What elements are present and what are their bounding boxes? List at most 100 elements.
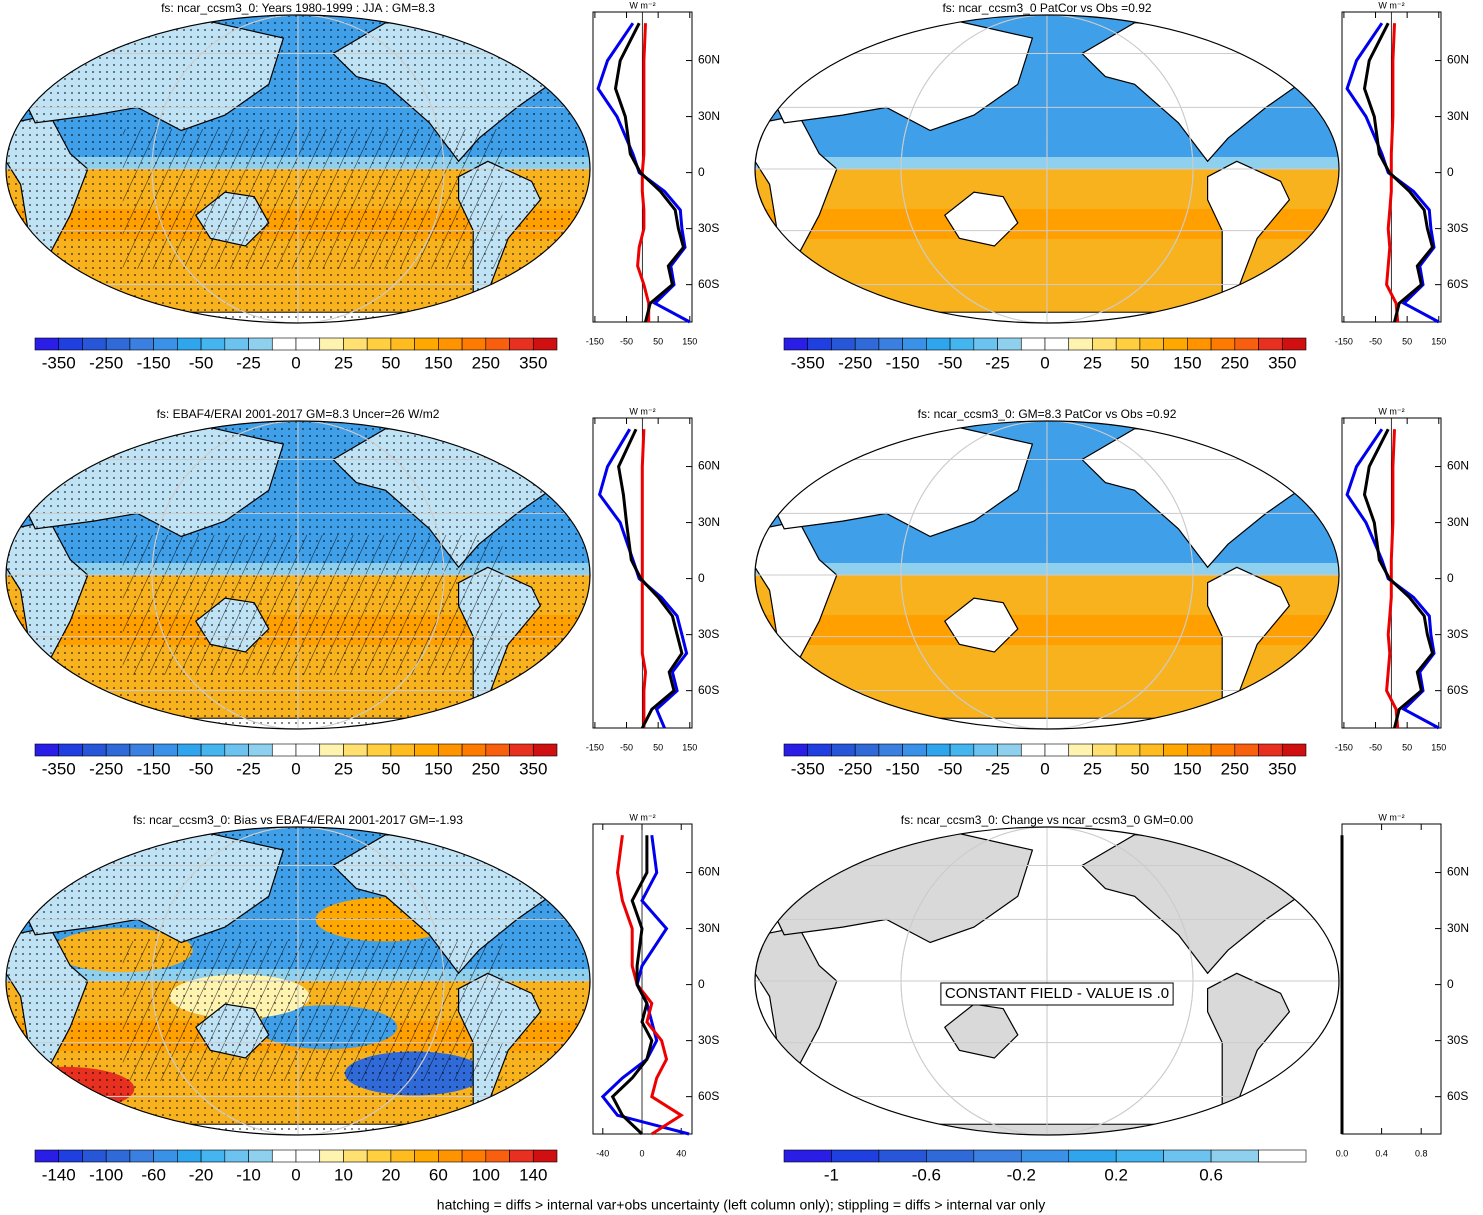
- colorbar-box: [783, 337, 809, 351]
- map-outline: [5, 826, 591, 1136]
- colorbar-box: [485, 337, 510, 351]
- y-tick-label: 30N: [1447, 921, 1469, 935]
- colorbar-label: 25: [334, 759, 353, 778]
- colorbar-box: [414, 337, 439, 351]
- x-tick-label: 0.8: [1415, 1148, 1428, 1158]
- x-tick-label: -150: [1335, 336, 1353, 346]
- colorbar-box: [926, 743, 951, 757]
- colorbar-box: [878, 743, 903, 757]
- colorbar-box: [854, 337, 880, 351]
- colorbar-box: [1068, 337, 1093, 351]
- colorbar-box: [224, 337, 249, 351]
- x-tick-label: 150: [682, 742, 697, 752]
- x-tick-label: 50: [1402, 336, 1412, 346]
- colorbar-label: -25: [236, 353, 261, 372]
- x-tick-label: 150: [682, 336, 697, 346]
- colorbar-label: 0: [291, 353, 300, 372]
- unit-label: W m⁻²: [629, 812, 655, 822]
- colorbar-box: [854, 743, 880, 757]
- colorbar-box: [1163, 1149, 1212, 1163]
- zonal-line: [636, 23, 651, 322]
- panel: fs: ncar_ccsm3_0: GM=8.3 PatCor vs Obs =…: [754, 406, 1469, 778]
- colorbar-label: 100: [472, 1165, 500, 1184]
- colorbar-label: 150: [1173, 759, 1201, 778]
- footer-note: hatching = diffs > internal var+obs unce…: [437, 1197, 1045, 1213]
- colorbar-label: -100: [89, 1165, 123, 1184]
- colorbar-box: [248, 743, 273, 757]
- colorbar-label: -350: [42, 759, 76, 778]
- colorbar-box: [271, 337, 297, 351]
- panel: fs: ncar_ccsm3_0: Change vs ncar_ccsm3_0…: [754, 812, 1469, 1184]
- zonal-line: [617, 428, 684, 729]
- colorbar-label: 20: [381, 1165, 400, 1184]
- colorbar-box: [82, 1149, 107, 1163]
- panel-title: fs: ncar_ccsm3_0: Bias vs EBAF4/ERAI 200…: [133, 813, 463, 827]
- zonal-line: [640, 429, 648, 728]
- colorbar-box: [319, 743, 344, 757]
- colorbar-label: 350: [519, 353, 547, 372]
- colorbar-box: [1115, 337, 1141, 351]
- colorbar-label: 350: [519, 759, 547, 778]
- colorbar-box: [177, 743, 202, 757]
- zonal-line: [1362, 22, 1435, 323]
- colorbar-box: [1258, 1149, 1307, 1163]
- colorbar-box: [200, 1149, 226, 1163]
- colorbar-box: [129, 1149, 154, 1163]
- y-tick-label: 0: [698, 571, 705, 585]
- colorbar-box: [438, 337, 463, 351]
- colorbar-box: [153, 743, 178, 757]
- colorbar-box: [997, 337, 1022, 351]
- colorbar-box: [58, 337, 83, 351]
- y-tick-label: 30S: [1447, 627, 1468, 641]
- colorbar-label: -50: [938, 353, 963, 372]
- colorbar-box: [129, 743, 154, 757]
- colorbar-box: [1044, 743, 1070, 757]
- zonal-frame: [592, 823, 693, 1135]
- colorbar-box: [34, 743, 60, 757]
- colorbar-box: [295, 1149, 321, 1163]
- colorbar-label: -250: [89, 353, 123, 372]
- colorbar-label: -50: [938, 759, 963, 778]
- zonal-line: [613, 22, 686, 323]
- colorbar-box: [414, 743, 439, 757]
- colorbar-label: 25: [1083, 353, 1102, 372]
- x-tick-label: 0.4: [1375, 1148, 1388, 1158]
- x-tick-label: -50: [1369, 336, 1382, 346]
- colorbar-label: -25: [985, 353, 1010, 372]
- colorbar-label: -1: [824, 1165, 839, 1184]
- colorbar-label: 0.2: [1104, 1165, 1128, 1184]
- unit-label: W m⁻²: [1378, 812, 1404, 822]
- colorbar-label: -50: [189, 353, 214, 372]
- colorbar-box: [200, 743, 226, 757]
- colorbar-box: [902, 743, 927, 757]
- hatching: [122, 535, 503, 675]
- unit-label: W m⁻²: [1378, 406, 1404, 416]
- colorbar-box: [949, 743, 975, 757]
- colorbar-box: [1258, 743, 1283, 757]
- panel: fs: EBAF4/ERAI 2001-2017 GM=8.3 Uncer=26…: [5, 406, 720, 778]
- x-tick-label: -150: [1335, 742, 1353, 752]
- x-tick-label: 150: [1431, 742, 1446, 752]
- colorbar-box: [177, 1149, 202, 1163]
- colorbar-label: -140: [42, 1165, 76, 1184]
- colorbar-box: [1068, 1149, 1117, 1163]
- y-tick-label: 60N: [1447, 865, 1469, 879]
- colorbar-box: [366, 337, 392, 351]
- colorbar-box: [783, 1149, 832, 1163]
- colorbar-box: [532, 743, 558, 757]
- colorbar-box: [1187, 337, 1212, 351]
- zonal-line: [1345, 428, 1440, 730]
- colorbar-label: -150: [137, 759, 171, 778]
- colorbar-label: -50: [189, 759, 214, 778]
- colorbar-label: -0.2: [1007, 1165, 1036, 1184]
- zonal-frame: [1341, 823, 1442, 1135]
- colorbar-box: [343, 337, 368, 351]
- continent: [1207, 160, 1291, 293]
- x-tick-label: -50: [1369, 742, 1382, 752]
- colorbar-box: [1234, 743, 1259, 757]
- colorbar-box: [1020, 1149, 1070, 1163]
- unit-label: W m⁻²: [629, 0, 655, 10]
- x-tick-label: 50: [653, 742, 663, 752]
- map: [6, 827, 590, 1135]
- x-tick-label: 150: [1431, 336, 1446, 346]
